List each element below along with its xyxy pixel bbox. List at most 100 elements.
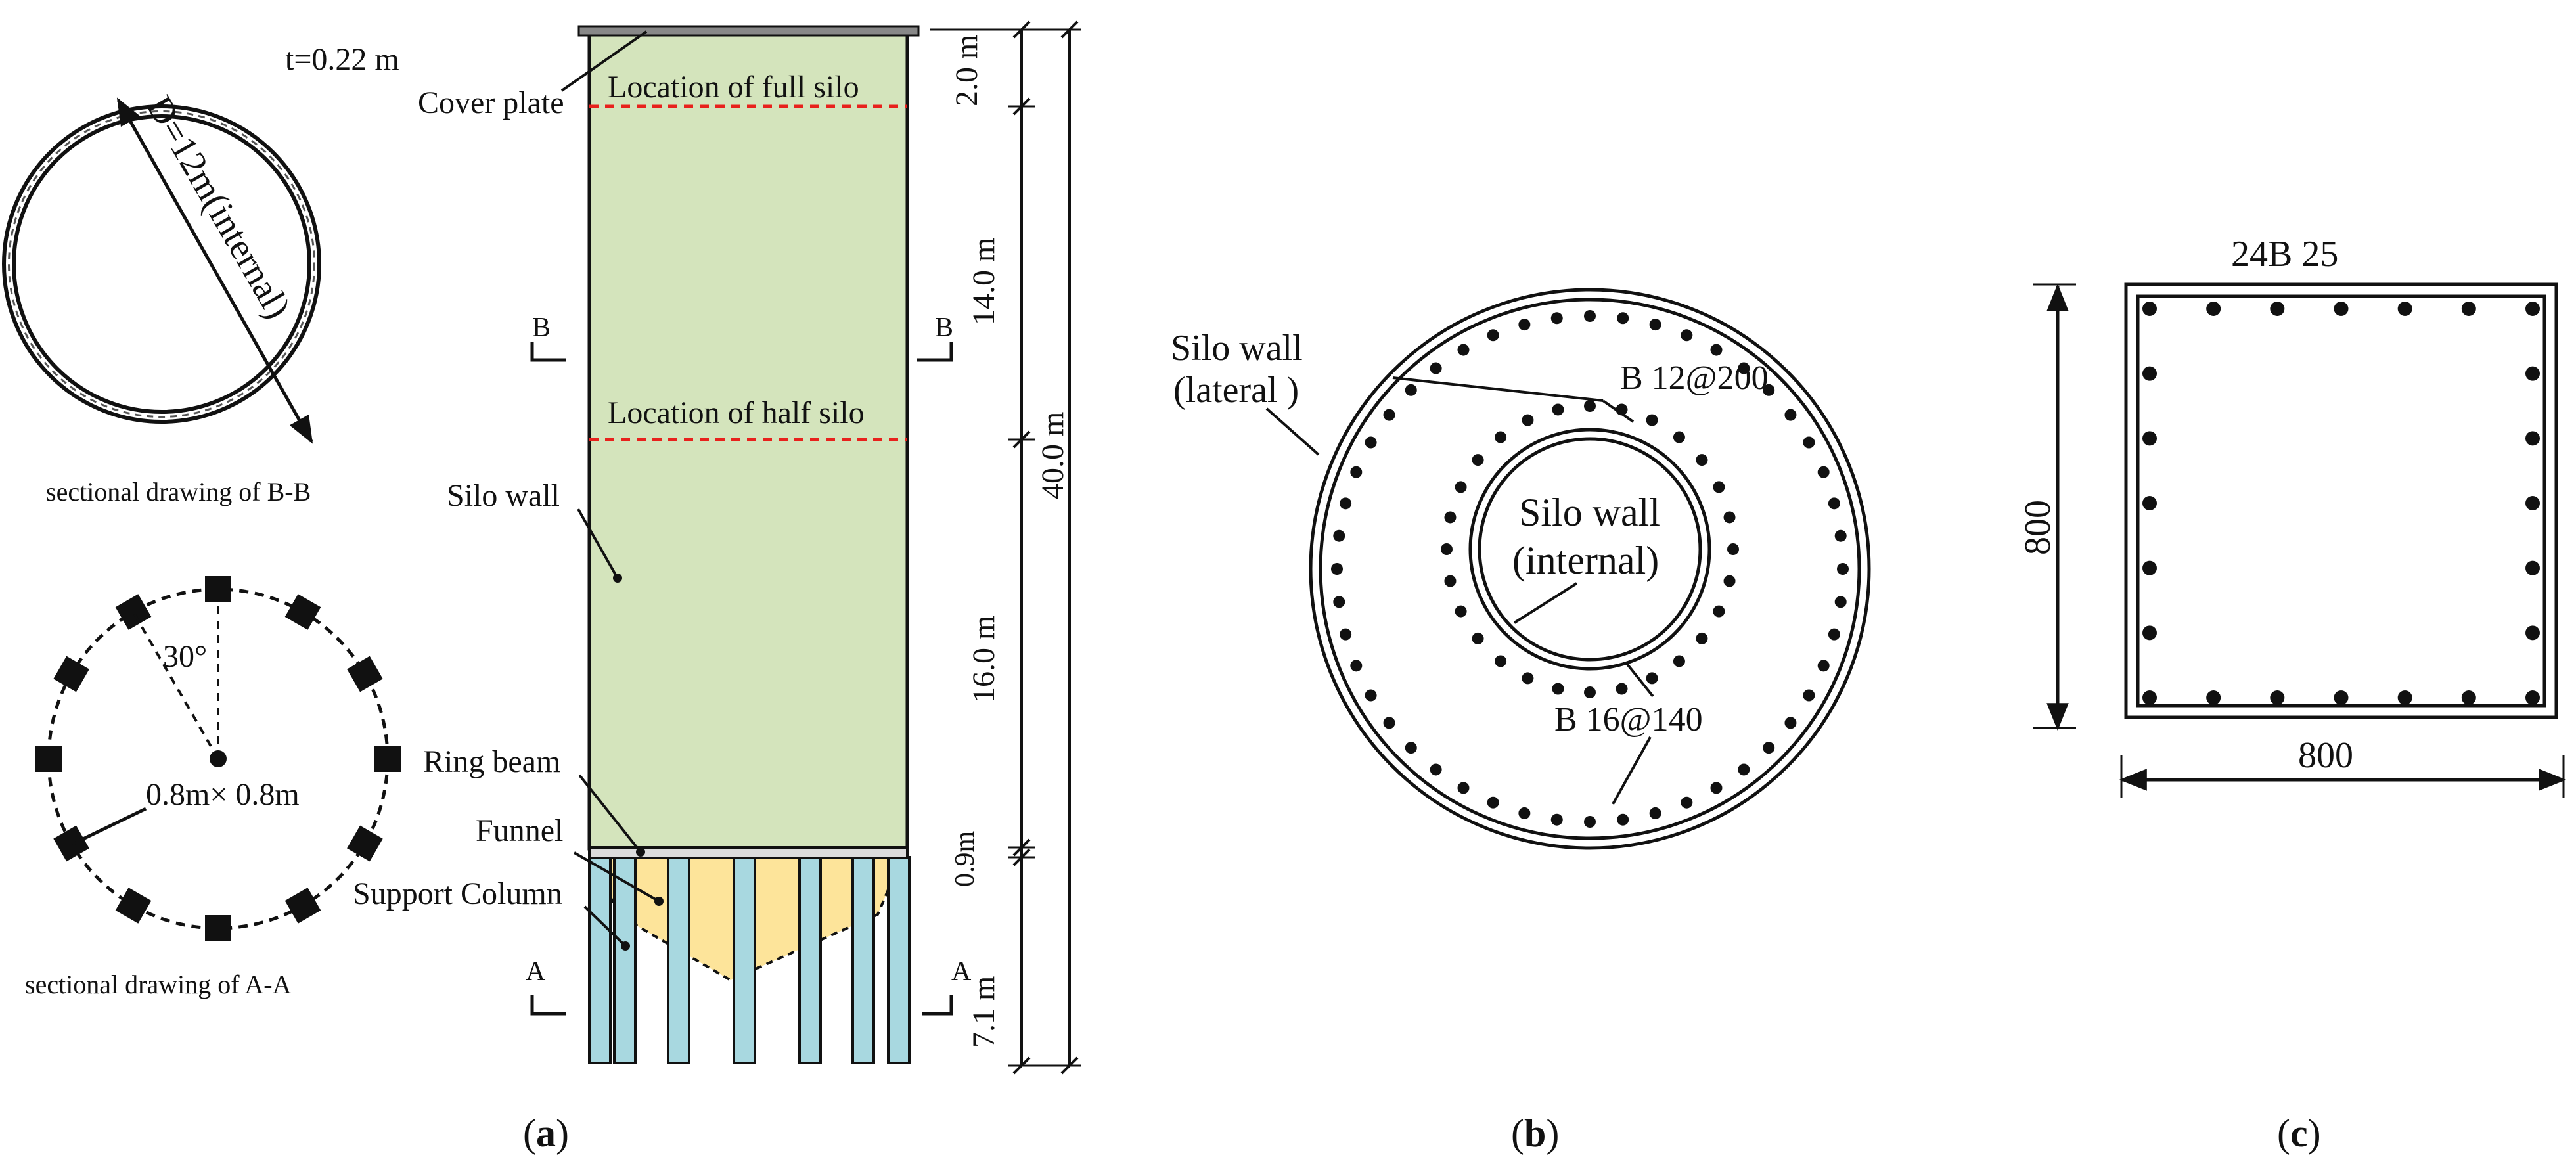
bb-thickness-label: t=0.22 m	[285, 42, 399, 77]
rebar-lateral-dot	[1350, 466, 1363, 478]
rebar-lateral-dot	[1340, 628, 1352, 641]
rebar-lateral-dot	[1430, 763, 1442, 776]
column-rebar-dot	[2334, 690, 2349, 705]
column-stirrup	[2136, 294, 2546, 708]
half-silo-label: Location of half silo	[608, 395, 865, 430]
column-rebar-dot	[2525, 560, 2540, 575]
column-rebar-dot	[2525, 690, 2540, 705]
aa-support-column	[347, 656, 383, 692]
column-rebar-dot	[2142, 496, 2157, 510]
support-column	[887, 856, 911, 1064]
cover-plate-leader	[560, 30, 648, 92]
caption-a: (a)	[523, 1112, 569, 1155]
rebar-lateral-dot	[1681, 329, 1693, 342]
section-b-marker-left	[530, 342, 566, 362]
ring-beam-label: Ring beam	[423, 744, 560, 779]
rebar-internal-dot	[1444, 575, 1457, 587]
section-b-marker-right	[917, 342, 953, 362]
aa-support-column	[284, 888, 321, 924]
bb-caption: sectional drawing of B-B	[46, 477, 311, 506]
section-a-marker-left	[530, 995, 566, 1016]
rebar-lateral-dot	[1828, 628, 1840, 641]
rebar-lateral-dot	[1617, 813, 1629, 826]
support-column	[798, 856, 822, 1064]
rebar-lateral-dot	[1649, 319, 1661, 331]
rebar-ring-internal	[1441, 400, 1739, 698]
rebar-lateral-dot	[1487, 796, 1499, 809]
rebar-lateral-dot	[1738, 763, 1750, 776]
rebar-lateral-label: B 16@140	[1554, 701, 1703, 738]
support-columns	[588, 856, 911, 1064]
rebar-lateral-dot	[1405, 384, 1417, 396]
bb-diameter-arrow	[116, 97, 313, 444]
internal-wall-label-2: (internal)	[1512, 539, 1659, 582]
rebar-lateral-leader-b	[1612, 736, 1652, 805]
column-rebar-dot	[2525, 431, 2540, 446]
support-column	[733, 856, 756, 1064]
rebar-lateral-dot	[1681, 796, 1693, 809]
rebar-lateral-dot	[1649, 807, 1661, 819]
rebar-lateral-dot	[1333, 529, 1345, 542]
rebar-internal-dot	[1696, 632, 1708, 644]
ring-beam-dot	[636, 847, 645, 857]
rebar-lateral-dot	[1763, 742, 1775, 754]
caption-c-letter: c	[2290, 1112, 2308, 1155]
column-rebar-dot	[2525, 496, 2540, 510]
rebar-internal-dot	[1455, 481, 1467, 493]
caption-a-close: )	[556, 1112, 569, 1155]
panel-c: 24B 25 800 800 (c)	[2018, 234, 2567, 1155]
column-rebar-dot	[2397, 302, 2412, 316]
rebar-internal-dot	[1673, 655, 1685, 667]
tick	[1060, 1056, 1079, 1075]
aa-support-column	[53, 825, 89, 862]
column-rebar-group	[2142, 302, 2540, 705]
silo-wall-leader	[577, 508, 619, 579]
column-rebar-dot	[2206, 302, 2221, 316]
rebar-lateral-dot	[1784, 409, 1797, 421]
column-rebar-dot	[2142, 690, 2157, 705]
rebar-lateral-dot	[1617, 312, 1629, 325]
lateral-wall-inner	[1319, 298, 1861, 840]
ring-beam-leader	[578, 774, 642, 853]
tick	[1012, 430, 1031, 449]
dim-40m: 40.0 m	[1035, 412, 1070, 499]
silo-wall-dot	[613, 574, 622, 583]
rebar-internal-dot	[1472, 632, 1484, 644]
rebar-ring-lateral	[1331, 310, 1849, 828]
rebar-lateral-dot	[1828, 497, 1840, 510]
rebar-internal-dot	[1444, 511, 1457, 524]
rebar-lateral-dot	[1834, 529, 1847, 542]
rebar-lateral-dot	[1430, 362, 1442, 374]
section-bb-drawing: t=0.22 m D=12m(internal) sectional drawi…	[2, 42, 399, 506]
column-rebar-dot	[2142, 625, 2157, 641]
caption-a-open: (	[523, 1112, 536, 1155]
column-rebar-dot	[2525, 302, 2540, 316]
aa-radius-angled	[132, 611, 219, 760]
support-column-leader	[583, 905, 627, 947]
internal-wall-inner	[1478, 437, 1702, 662]
column-height-label: 800	[2018, 500, 2058, 555]
aa-caption: sectional drawing of A-A	[25, 970, 292, 999]
aa-column-leader	[71, 807, 147, 846]
section-aa-drawing: 30° 0.8m× 0.8m sectional drawing of A-A	[25, 576, 401, 999]
funnel-dot	[654, 897, 664, 906]
section-a-letter-right: A	[951, 956, 972, 987]
column-rebar-label: 24B 25	[2231, 234, 2338, 275]
aa-support-column	[115, 594, 152, 630]
rebar-internal-dot	[1584, 686, 1596, 698]
rebar-lateral-dot	[1710, 344, 1723, 356]
caption-a-letter: a	[536, 1112, 556, 1155]
rebar-lateral-dot	[1834, 596, 1847, 608]
support-column	[588, 856, 612, 1064]
column-rebar-dot	[2142, 431, 2157, 446]
rebar-internal-dot	[1472, 454, 1484, 466]
rebar-lateral-dot	[1457, 344, 1470, 356]
rebar-lateral-dot	[1518, 807, 1531, 819]
rebar-lateral-dot	[1803, 436, 1815, 449]
rebar-internal-dot	[1584, 400, 1596, 412]
rebar-internal-dot	[1455, 605, 1467, 618]
aa-support-column	[205, 915, 231, 941]
aa-support-column	[53, 656, 89, 692]
column-rebar-dot	[2334, 302, 2349, 316]
rebar-lateral-dot	[1584, 310, 1596, 322]
